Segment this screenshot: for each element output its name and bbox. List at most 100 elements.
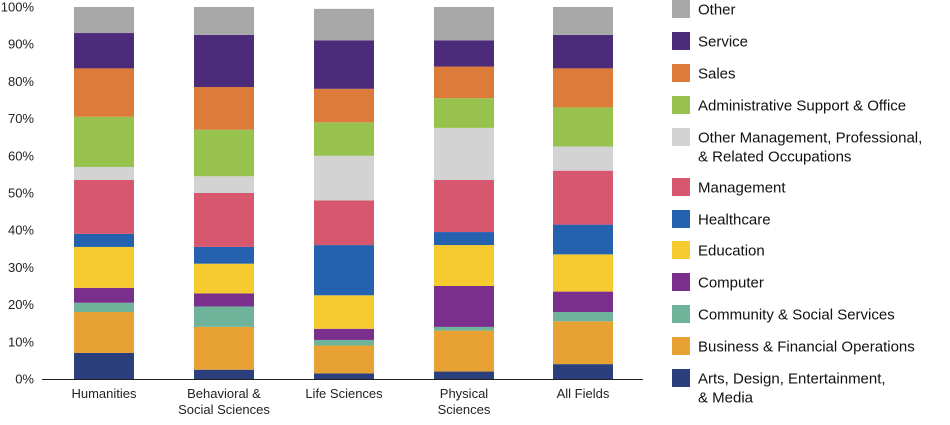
bar-segment	[553, 170, 613, 225]
y-tick-label: 50%	[8, 186, 34, 201]
legend-label: Community & Social Services	[698, 307, 895, 324]
legend-label: Other Management, Professional, & Related…	[698, 130, 922, 166]
bar-segment	[194, 7, 254, 35]
legend-swatch	[672, 241, 690, 259]
bar-segment	[74, 166, 134, 180]
y-tick-label: 10%	[8, 334, 34, 349]
bar-segment	[434, 232, 494, 246]
legend-label: Sales	[698, 66, 736, 83]
legend-label: Management	[698, 180, 786, 197]
x-axis-categories: Humanities Behavioral & Social Sciences Lif…	[71, 386, 609, 417]
legend-item: Arts, Design, Entertainment, & Media	[672, 369, 886, 407]
bar-segment	[434, 7, 494, 41]
y-tick-label: 0%	[15, 372, 34, 387]
bar-segment	[314, 295, 374, 329]
bar-segment	[553, 146, 613, 171]
x-category-label: Physical Sciences	[438, 386, 491, 417]
bar-segment	[314, 328, 374, 340]
legend: Other Service Sales Administrative Support …	[672, 0, 922, 407]
bar-segment	[74, 233, 134, 247]
legend-swatch	[672, 64, 690, 82]
legend-label: Business & Financial Operations	[698, 339, 915, 356]
bar-segment	[194, 263, 254, 294]
legend-item: Business & Financial Operations	[672, 337, 915, 356]
bar-segment	[553, 254, 613, 292]
bar-segment	[314, 345, 374, 374]
bar-segment	[194, 306, 254, 327]
bar-stack	[74, 7, 134, 379]
legend-label: Healthcare	[698, 212, 771, 229]
legend-item: Community & Social Services	[672, 305, 895, 324]
bar-segment	[74, 7, 134, 34]
legend-label: Other	[698, 2, 736, 19]
bar-segment	[553, 34, 613, 69]
bar-segment	[314, 8, 374, 41]
bar-segment	[434, 371, 494, 379]
legend-swatch	[672, 96, 690, 114]
y-tick-label: 60%	[8, 148, 34, 163]
legend-label: Computer	[698, 275, 764, 292]
bar-segment	[434, 286, 494, 327]
bar-segment	[194, 34, 254, 87]
legend-swatch	[672, 128, 690, 146]
y-tick-label: 90%	[8, 37, 34, 52]
legend-item: Other	[672, 0, 736, 19]
bar-segment	[74, 352, 134, 379]
bar-segment	[194, 369, 254, 379]
bar-segment	[194, 326, 254, 370]
bar-segment	[194, 293, 254, 307]
bar-segment	[74, 116, 134, 167]
legend-item: Service	[672, 32, 748, 51]
legend-item: Other Management, Professional, & Related…	[672, 128, 922, 166]
bar-segment	[74, 287, 134, 303]
bar-segment	[434, 98, 494, 128]
bar-segment	[314, 339, 374, 346]
bar-segment	[434, 40, 494, 67]
legend-item: Sales	[672, 64, 736, 83]
x-category-label: Behavioral & Social Sciences	[178, 386, 270, 417]
bar-stack	[434, 7, 494, 379]
y-tick-label: 100%	[1, 0, 35, 15]
bar-segment	[314, 122, 374, 156]
bar-segment	[314, 155, 374, 201]
legend-swatch	[672, 0, 690, 18]
legend-item: Healthcare	[672, 210, 771, 229]
bar-segment	[74, 246, 134, 288]
bar-segment	[434, 330, 494, 372]
x-category-label: Humanities	[71, 386, 137, 401]
legend-label: Administrative Support & Office	[698, 98, 906, 115]
bar-segment	[74, 312, 134, 353]
legend-swatch	[672, 273, 690, 291]
y-tick-label: 80%	[8, 74, 34, 89]
bar-stack	[314, 8, 374, 379]
legend-swatch	[672, 210, 690, 228]
bar-segment	[553, 364, 613, 379]
bar-segment	[434, 326, 494, 331]
legend-item: Management	[672, 178, 786, 197]
bar-segment	[553, 68, 613, 108]
y-tick-label: 30%	[8, 260, 34, 275]
x-category-label: Life Sciences	[305, 386, 383, 401]
y-tick-label: 40%	[8, 223, 34, 238]
bar-segment	[314, 40, 374, 89]
bar-segment	[314, 200, 374, 246]
bar-segment	[314, 245, 374, 296]
bar-segment	[553, 291, 613, 313]
bar-segment	[74, 302, 134, 313]
legend-label: Service	[698, 34, 748, 51]
bar-segment	[434, 66, 494, 99]
bar-segment	[434, 245, 494, 286]
legend-label: Arts, Design, Entertainment, & Media	[698, 371, 886, 407]
bar-segment	[553, 7, 613, 35]
y-tick-label: 20%	[8, 297, 34, 312]
bar-stack	[553, 7, 613, 379]
legend-label: Education	[698, 243, 765, 260]
bar-segment	[194, 176, 254, 193]
legend-swatch	[672, 178, 690, 196]
bar-segment	[434, 127, 494, 180]
legend-swatch	[672, 32, 690, 50]
legend-swatch	[672, 337, 690, 355]
y-tick-label: 70%	[8, 111, 34, 126]
